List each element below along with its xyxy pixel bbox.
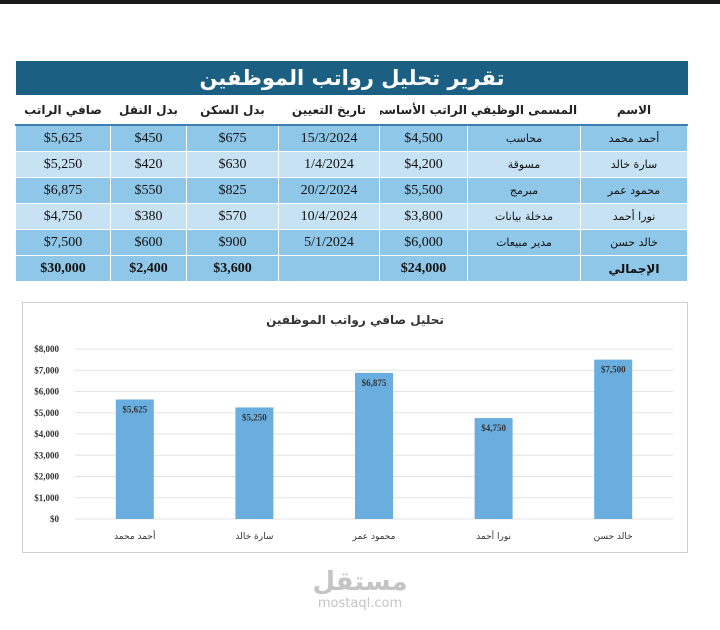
mostaql-watermark: مستقل mostaql.com xyxy=(300,568,420,611)
header-basic-salary: الراتب الأساسي xyxy=(379,95,468,126)
cell-hire-date: 20/2/2024 xyxy=(278,177,380,204)
total-net-salary: $30,000 xyxy=(15,255,111,282)
cell-net-salary: $4,750 xyxy=(15,203,111,230)
y-tick-label: $8,000 xyxy=(34,344,59,354)
cell-housing-allowance: $570 xyxy=(186,203,279,230)
bar-data-label: $5,250 xyxy=(242,412,267,422)
cell-transport-allowance: $380 xyxy=(110,203,187,230)
bar-data-label: $5,625 xyxy=(122,404,147,414)
total-housing-allowance: $3,600 xyxy=(186,255,279,282)
cell-job-title: مدير مبيعات xyxy=(467,229,581,256)
cell-transport-allowance: $450 xyxy=(110,124,187,152)
watermark-arabic: مستقل xyxy=(312,567,408,597)
bar xyxy=(474,418,513,519)
cell-job-title: مسوقة xyxy=(467,151,581,178)
y-tick-label: $3,000 xyxy=(34,450,59,460)
cell-housing-allowance: $825 xyxy=(186,177,279,204)
header-name: الاسم xyxy=(580,95,688,126)
cell-basic-salary: $5,500 xyxy=(379,177,468,204)
cell-net-salary: $5,250 xyxy=(15,151,111,178)
header-job-title: المسمى الوظيفي xyxy=(467,95,581,126)
y-tick-label: $5,000 xyxy=(34,408,59,418)
cell-housing-allowance: $675 xyxy=(186,124,279,152)
total-job-title xyxy=(467,255,581,282)
cell-job-title: مبرمج xyxy=(467,177,581,204)
table-row: سارة خالد مسوقة $4,200 1/4/2024 $630 $42… xyxy=(15,151,688,178)
x-tick-label: أحمد محمد xyxy=(114,530,155,542)
cell-hire-date: 5/1/2024 xyxy=(278,229,380,256)
chart-plot: $0 $1,000 $2,000 $3,000 $4,000 $5,000 $6,000 $7… xyxy=(34,344,673,542)
total-row: الإجمالي $24,000 $3,600 $2,400 $30,000 xyxy=(15,255,688,282)
cell-hire-date: 10/4/2024 xyxy=(278,203,380,230)
x-tick-label: سارة خالد xyxy=(235,532,273,542)
chart-title: تحليل صافي رواتب الموظفين xyxy=(266,313,444,327)
y-tick-label: $6,000 xyxy=(34,387,59,397)
bar-data-label: $6,875 xyxy=(362,378,387,388)
bar xyxy=(355,372,393,519)
watermark-latin: mostaql.com xyxy=(317,596,403,611)
cell-net-salary: $6,875 xyxy=(15,177,111,204)
header-housing-allowance: بدل السكن xyxy=(186,95,279,126)
cell-transport-allowance: $550 xyxy=(110,177,187,204)
bar-data-label: $4,750 xyxy=(481,423,506,433)
cell-basic-salary: $6,000 xyxy=(379,229,468,256)
bar-data-label: $7,500 xyxy=(601,365,626,375)
cell-transport-allowance: $600 xyxy=(110,229,187,256)
y-tick-label: $7,000 xyxy=(34,365,59,375)
cell-name: خالد حسن xyxy=(580,229,688,256)
net-salary-chart: تحليل صافي رواتب الموظفين $0 $1,000 $2,000… xyxy=(22,302,688,553)
cell-name: أحمد محمد xyxy=(580,124,688,152)
total-transport-allowance: $2,400 xyxy=(110,255,187,282)
cell-net-salary: $5,625 xyxy=(15,124,111,152)
total-hire-date xyxy=(278,255,380,282)
table-header-row: الاسم المسمى الوظيفي الراتب الأساسي تاري… xyxy=(15,95,688,126)
total-label: الإجمالي xyxy=(580,255,688,282)
report-title: تقرير تحليل رواتب الموظفين xyxy=(16,61,688,95)
y-tick-label: $2,000 xyxy=(34,472,59,482)
x-tick-label: محمود عمر xyxy=(352,532,396,542)
cell-job-title: محاسب xyxy=(467,124,581,152)
cell-hire-date: 1/4/2024 xyxy=(278,151,380,178)
header-transport-allowance: بدل النقل xyxy=(110,95,187,126)
cell-basic-salary: $4,200 xyxy=(379,151,468,178)
cell-hire-date: 15/3/2024 xyxy=(278,124,380,152)
table-row: أحمد محمد محاسب $4,500 15/3/2024 $675 $4… xyxy=(15,124,688,152)
header-hire-date: تاريخ التعيين xyxy=(278,95,380,126)
y-tick-label: $0 xyxy=(50,514,60,524)
table-row: خالد حسن مدير مبيعات $6,000 5/1/2024 $90… xyxy=(15,229,688,256)
cell-transport-allowance: $420 xyxy=(110,151,187,178)
y-tick-label: $1,000 xyxy=(34,493,59,503)
bar xyxy=(594,359,633,519)
table-row: نورا أحمد مدخلة بيانات $3,800 10/4/2024 … xyxy=(15,203,688,230)
bar xyxy=(115,399,154,519)
x-tick-label: خالد حسن xyxy=(594,532,633,542)
x-tick-label: نورا أحمد xyxy=(476,530,511,542)
cell-net-salary: $7,500 xyxy=(15,229,111,256)
cell-housing-allowance: $630 xyxy=(186,151,279,178)
cell-job-title: مدخلة بيانات xyxy=(467,203,581,230)
cell-housing-allowance: $900 xyxy=(186,229,279,256)
table-row: محمود عمر مبرمج $5,500 20/2/2024 $825 $5… xyxy=(15,177,688,204)
cell-name: سارة خالد xyxy=(580,151,688,178)
salary-report: تقرير تحليل رواتب الموظفين الاسم المسمى … xyxy=(15,61,688,282)
cell-basic-salary: $4,500 xyxy=(379,124,468,152)
bar xyxy=(235,407,274,519)
y-tick-label: $4,000 xyxy=(34,429,59,439)
salary-table: الاسم المسمى الوظيفي الراتب الأساسي تاري… xyxy=(15,95,688,282)
cell-name: نورا أحمد xyxy=(580,203,688,230)
header-net-salary: صافي الراتب xyxy=(15,95,111,126)
cell-name: محمود عمر xyxy=(580,177,688,204)
cell-basic-salary: $3,800 xyxy=(379,203,468,230)
top-dark-bar xyxy=(0,0,720,4)
total-basic-salary: $24,000 xyxy=(379,255,468,282)
